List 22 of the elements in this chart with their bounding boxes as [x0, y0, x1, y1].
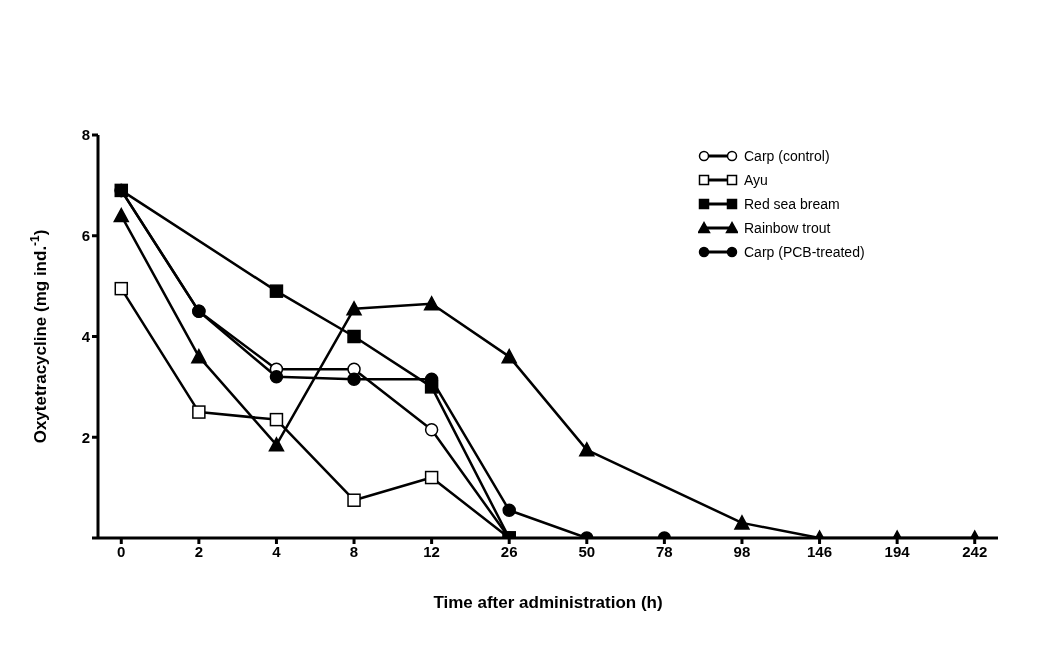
y-tick-label: 8 — [81, 126, 90, 144]
y-tick-label: 2 — [81, 428, 90, 446]
x-tick-label: 12 — [423, 542, 440, 560]
legend-label: Carp (control) — [744, 148, 830, 164]
x-tick-label: 8 — [349, 542, 359, 560]
x-tick-label: 78 — [656, 542, 673, 560]
legend-label: Ayu — [744, 172, 768, 188]
x-tick-label: 242 — [962, 542, 988, 560]
x-tick-label: 26 — [500, 542, 518, 560]
y-tick-label: 4 — [81, 327, 91, 345]
x-tick-label: 2 — [194, 542, 204, 560]
x-tick-label: 4 — [272, 542, 282, 560]
x-tick-label: 98 — [733, 542, 751, 560]
y-tick-label: 6 — [81, 227, 90, 245]
x-tick-label: 0 — [117, 542, 126, 560]
legend-label: Carp (PCB-treated) — [744, 244, 865, 260]
legend-label: Rainbow trout — [744, 220, 831, 236]
x-axis-title: Time after administration (h) — [433, 593, 663, 612]
x-tick-label: 50 — [578, 542, 596, 560]
legend-label: Red sea bream — [744, 196, 840, 212]
x-tick-label: 146 — [807, 542, 833, 560]
x-tick-label: 194 — [884, 542, 911, 560]
